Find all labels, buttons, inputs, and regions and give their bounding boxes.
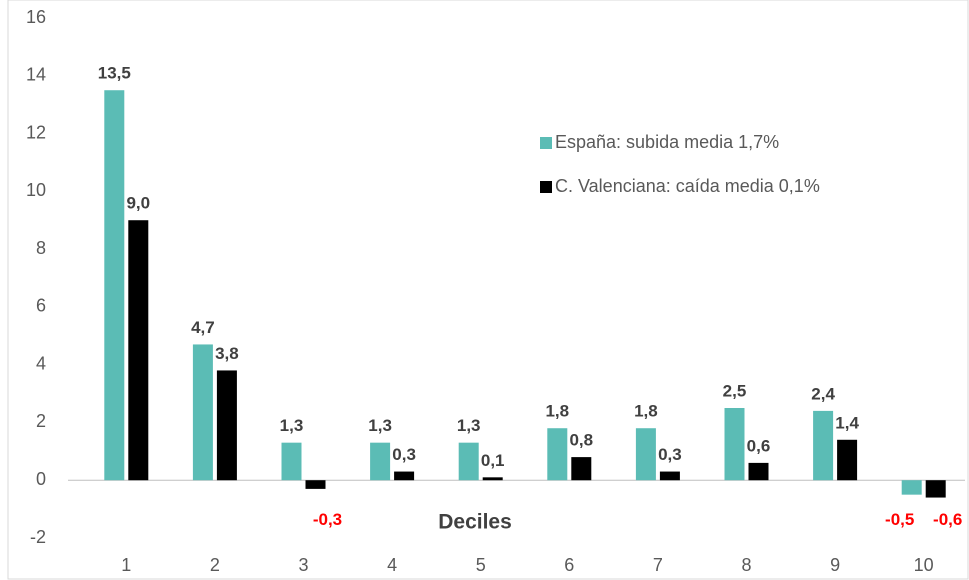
x-tick-label: 3 bbox=[298, 555, 308, 575]
x-tick-label: 6 bbox=[564, 555, 574, 575]
value-label: 4,7 bbox=[191, 318, 215, 337]
x-tick-label: 9 bbox=[830, 555, 840, 575]
value-label: -0,6 bbox=[933, 510, 962, 529]
chart-frame bbox=[7, 0, 969, 580]
x-tick-label: 2 bbox=[210, 555, 220, 575]
bar bbox=[724, 408, 745, 481]
x-tick-label: 1 bbox=[121, 555, 131, 575]
value-label: 0,8 bbox=[569, 431, 593, 450]
bar bbox=[104, 90, 125, 481]
y-tick-label: 16 bbox=[26, 7, 46, 27]
value-label: 2,5 bbox=[723, 381, 747, 400]
bar bbox=[305, 480, 326, 489]
value-label: 0,1 bbox=[481, 451, 505, 470]
bar bbox=[192, 344, 213, 481]
value-label: 1,4 bbox=[835, 413, 859, 432]
bar bbox=[128, 220, 149, 481]
y-tick-label: 2 bbox=[36, 411, 46, 431]
bar bbox=[281, 442, 302, 481]
legend-swatch bbox=[540, 137, 552, 149]
value-label: 1,3 bbox=[280, 416, 304, 435]
bar bbox=[635, 428, 656, 481]
y-tick-label: -2 bbox=[30, 527, 46, 547]
x-tick-label: 7 bbox=[653, 555, 663, 575]
bar bbox=[394, 471, 415, 481]
value-label: 0,6 bbox=[747, 436, 771, 455]
value-label: 0,3 bbox=[392, 445, 416, 464]
value-label: 3,8 bbox=[215, 344, 239, 363]
bar bbox=[370, 442, 391, 481]
bar bbox=[813, 410, 834, 481]
x-tick-label: 10 bbox=[914, 555, 934, 575]
y-tick-label: 12 bbox=[26, 122, 46, 142]
value-label: 1,8 bbox=[634, 402, 658, 421]
value-label: 1,8 bbox=[545, 402, 569, 421]
value-label: -0,5 bbox=[885, 510, 914, 529]
bar bbox=[837, 439, 858, 481]
bar bbox=[659, 471, 680, 481]
bar bbox=[925, 480, 946, 498]
y-tick-label: 4 bbox=[36, 353, 46, 373]
bar bbox=[458, 442, 479, 481]
value-label: 13,5 bbox=[98, 64, 131, 83]
legend-swatch bbox=[540, 181, 552, 193]
value-label: 1,3 bbox=[457, 416, 481, 435]
value-label: 2,4 bbox=[811, 384, 835, 403]
bar bbox=[901, 480, 922, 495]
bar bbox=[571, 457, 592, 481]
bar bbox=[547, 428, 568, 481]
x-tick-label: 8 bbox=[741, 555, 751, 575]
bar bbox=[216, 370, 237, 481]
y-tick-label: 6 bbox=[36, 296, 46, 316]
x-tick-label: 4 bbox=[387, 555, 397, 575]
y-tick-label: 14 bbox=[26, 65, 46, 85]
value-label: -0,3 bbox=[313, 510, 342, 529]
y-tick-label: 8 bbox=[36, 238, 46, 258]
bar bbox=[482, 477, 503, 481]
x-axis-title: Deciles bbox=[438, 511, 512, 534]
y-tick-label: 10 bbox=[26, 180, 46, 200]
value-label: 9,0 bbox=[126, 194, 150, 213]
x-tick-label: 5 bbox=[476, 555, 486, 575]
value-label: 0,3 bbox=[658, 445, 682, 464]
legend-label: España: subida media 1,7% bbox=[555, 132, 779, 152]
y-tick-label: 0 bbox=[36, 469, 46, 489]
bar bbox=[748, 462, 769, 481]
value-label: 1,3 bbox=[368, 416, 392, 435]
legend-label: C. Valenciana: caída media 0,1% bbox=[555, 176, 820, 196]
